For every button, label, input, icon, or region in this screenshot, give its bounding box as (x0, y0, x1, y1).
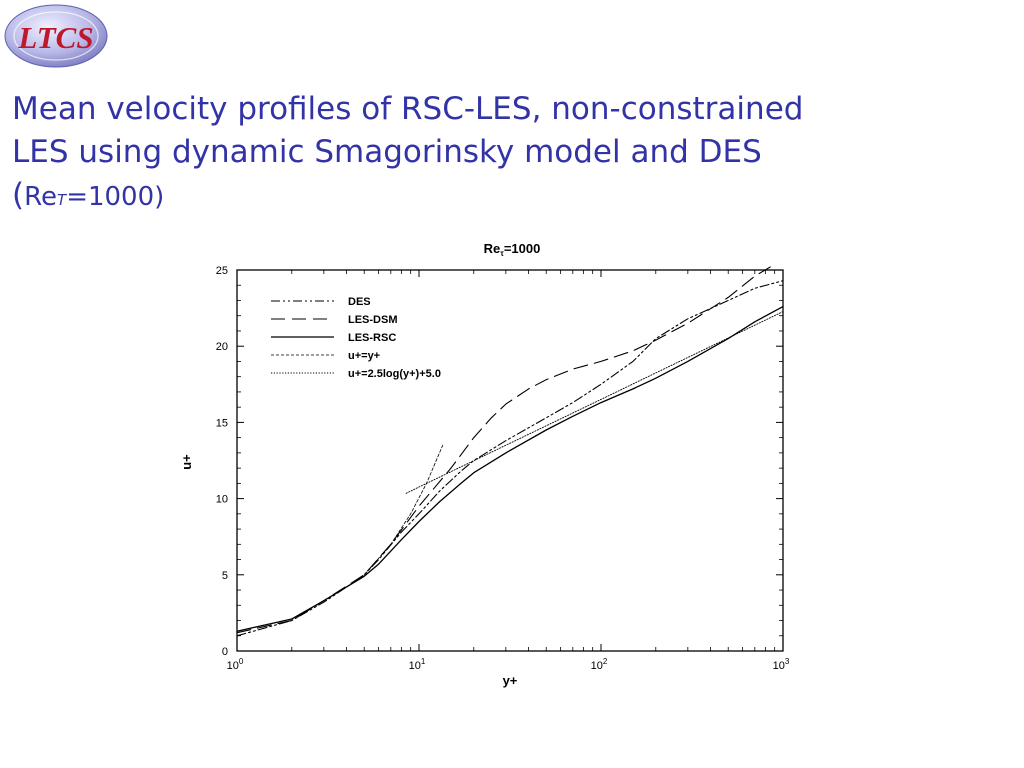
x-tick-label: 101 (409, 657, 426, 672)
logo-emblem: LTCS (4, 4, 108, 68)
title-re-value: =1000) (66, 182, 165, 212)
y-axis-label: u+ (179, 454, 194, 470)
chart-title: Reτ=1000 (484, 241, 541, 258)
title-re-subscript: T (57, 191, 67, 209)
legend-label: DES (348, 296, 371, 308)
title-re: Re (24, 182, 58, 212)
title-open-paren: ( (12, 177, 25, 213)
y-tick-label: 0 (222, 646, 228, 658)
series-line-les-dsm (236, 266, 771, 634)
x-tick-label: 102 (591, 657, 608, 672)
chart-legend: DES LES-DSM LES-RSC u+=y+ u+=2.5log(y+)+5.0 (271, 296, 441, 380)
slide-title: Mean velocity profiles of RSC-LES, non-c… (12, 88, 1012, 222)
title-line-2: LES using dynamic Smagorinsky model and … (12, 134, 762, 170)
plot-frame (236, 269, 784, 652)
title-line-1: Mean velocity profiles of RSC-LES, non-c… (12, 91, 804, 127)
legend-label: LES-RSC (348, 332, 396, 344)
series-layer (236, 266, 784, 637)
ltcs-logo: LTCS (2, 2, 110, 70)
x-axis-label: y+ (503, 673, 518, 688)
series-line-les-rsc (236, 305, 784, 632)
series-line-des (236, 280, 784, 637)
series-line-u-2-5log-y-5-0 (405, 311, 784, 494)
chart-title-subscript: τ (500, 249, 504, 258)
axis-ticks: 0 5 10 15 20 25 100 101 102 103 (216, 265, 790, 672)
y-tick-label: 25 (216, 265, 228, 277)
y-tick-label: 15 (216, 417, 228, 429)
legend-label: LES-DSM (348, 314, 398, 326)
x-tick-label: 103 (773, 657, 790, 672)
series-line-u-y (363, 444, 444, 576)
logo-text: LTCS (17, 20, 93, 55)
legend-label: u+=y+ (348, 350, 380, 362)
y-tick-label: 5 (222, 570, 228, 582)
y-tick-label: 10 (216, 494, 228, 506)
chart-title-suffix: =1000 (504, 241, 541, 256)
legend-label: u+=2.5log(y+)+5.0 (348, 368, 441, 380)
x-tick-label: 100 (227, 657, 244, 672)
y-tick-label: 20 (216, 341, 228, 353)
